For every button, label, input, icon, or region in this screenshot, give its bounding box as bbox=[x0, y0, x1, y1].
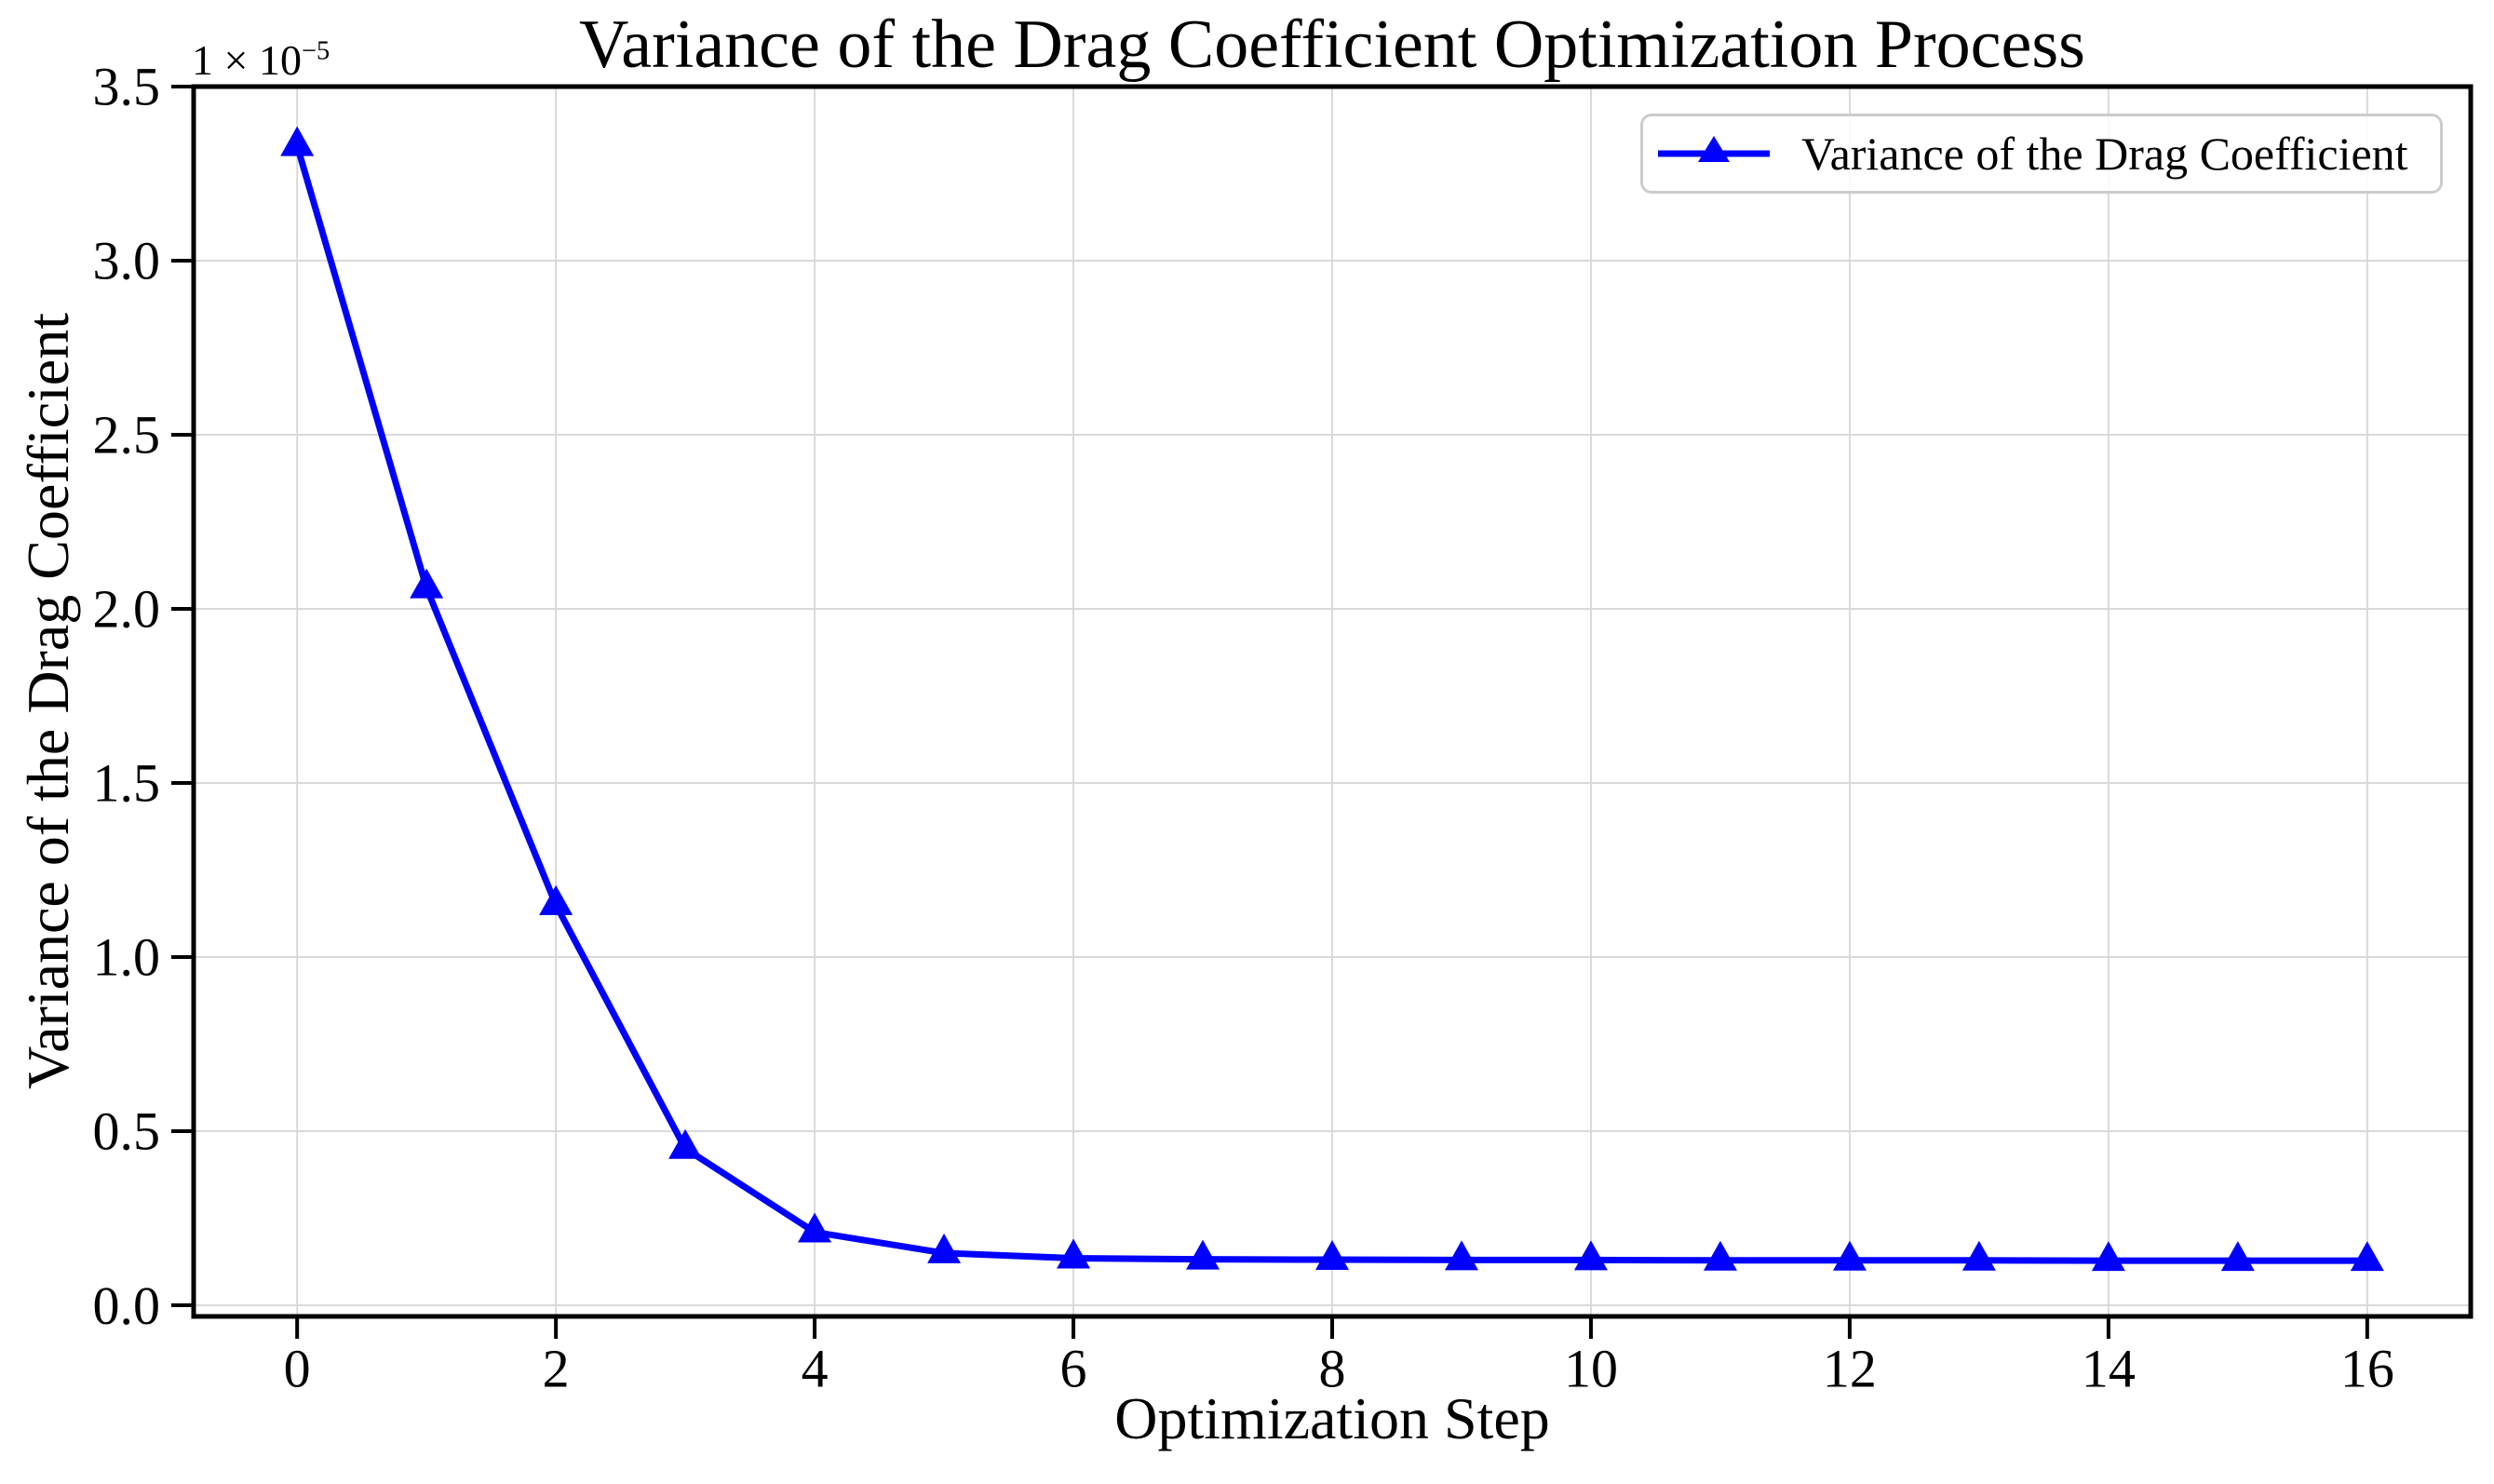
data-point-marker bbox=[1961, 1240, 1996, 1271]
axes-spines bbox=[191, 84, 2474, 1319]
y-tick-label: 0.0 bbox=[93, 1275, 161, 1336]
x-tick-label: 14 bbox=[2082, 1339, 2136, 1399]
axis-ticks bbox=[171, 85, 2369, 1339]
x-axis-label: Optimization Step bbox=[1114, 1385, 1550, 1451]
data-point-marker bbox=[927, 1233, 962, 1263]
data-point-marker bbox=[2350, 1241, 2384, 1272]
y-tick-label: 1.5 bbox=[93, 753, 161, 814]
y-axis-label: Variance of the Drag Coefficient bbox=[15, 313, 81, 1089]
data-point-marker bbox=[2091, 1241, 2125, 1272]
legend: Variance of the Drag Coefficient bbox=[1640, 114, 2443, 194]
data-point-marker bbox=[1315, 1240, 1349, 1271]
data-point-marker bbox=[1573, 1240, 1608, 1271]
y-axis-offset-text: 1 × 10−5 bbox=[192, 35, 330, 85]
legend-label: Variance of the Drag Coefficient bbox=[1801, 128, 2408, 180]
y-tick-label: 0.5 bbox=[93, 1101, 161, 1162]
data-point-marker bbox=[1832, 1240, 1867, 1271]
y-tick-label: 2.0 bbox=[93, 579, 161, 640]
x-tick-label: 8 bbox=[1319, 1339, 1346, 1399]
x-tick-label: 0 bbox=[284, 1339, 311, 1399]
x-tick-label: 4 bbox=[802, 1339, 829, 1399]
x-tick-label: 12 bbox=[1823, 1339, 1877, 1399]
data-point-marker bbox=[1444, 1240, 1478, 1271]
data-point-marker bbox=[539, 884, 573, 915]
x-tick-label: 10 bbox=[1564, 1339, 1618, 1399]
tick-labels: 0 2 4 6 8 10 12 14 16 0.0 0.5 1.0 1.5 2.0 2.5 3.0 3.5 bbox=[93, 57, 2394, 1399]
data-point-marker bbox=[410, 568, 444, 599]
legend-triangle-marker-icon bbox=[1698, 136, 1730, 162]
x-tick-label: 2 bbox=[543, 1339, 570, 1399]
data-point-marker bbox=[1703, 1240, 1737, 1271]
data-point-marker bbox=[668, 1128, 703, 1159]
data-series-layer bbox=[280, 126, 2384, 1272]
offset-base: 1 × 10 bbox=[192, 36, 302, 84]
data-point-marker bbox=[2220, 1241, 2255, 1272]
legend-key bbox=[1658, 136, 1770, 162]
y-tick-label: 1.0 bbox=[93, 927, 161, 988]
offset-exponent: −5 bbox=[301, 36, 330, 66]
gridlines bbox=[194, 86, 2471, 1316]
x-tick-label: 6 bbox=[1060, 1339, 1087, 1399]
x-tick-label: 16 bbox=[2340, 1339, 2394, 1399]
chart-title: Variance of the Drag Coefficient Optimiz… bbox=[579, 7, 2085, 83]
data-point-marker bbox=[1186, 1239, 1220, 1270]
y-tick-label: 2.5 bbox=[93, 405, 161, 465]
data-point-marker bbox=[1057, 1238, 1091, 1269]
y-tick-label: 3.0 bbox=[93, 231, 161, 291]
y-tick-label: 3.5 bbox=[93, 57, 161, 117]
data-point-marker bbox=[280, 126, 315, 156]
data-point-marker bbox=[798, 1212, 832, 1243]
